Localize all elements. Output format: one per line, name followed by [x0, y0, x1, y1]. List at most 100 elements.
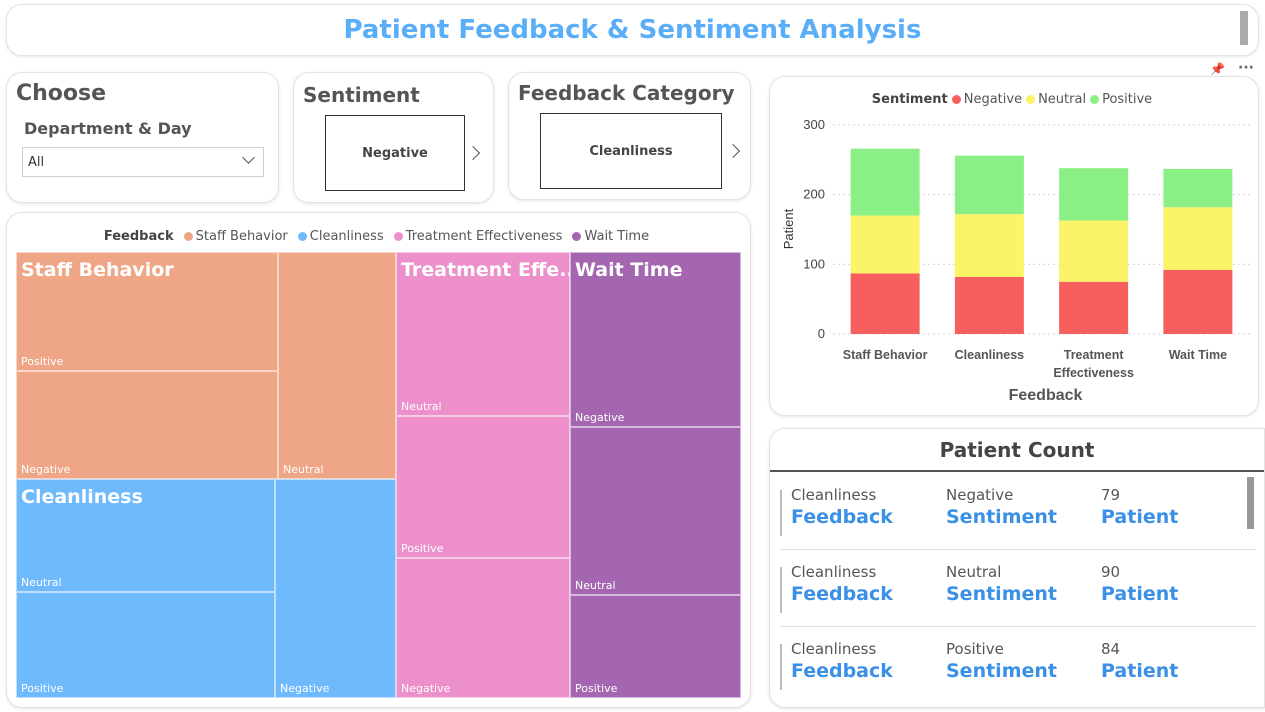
treemap-group-label: Treatment Effe... [401, 259, 581, 281]
treemap-tile-staff-neutral[interactable]: Neutral [278, 252, 396, 479]
sentiment-label: Sentiment [946, 506, 1057, 528]
row-accent [780, 644, 782, 690]
x-tick-label: Effectiveness [1053, 366, 1134, 380]
legend-item-negative[interactable]: Negative [951, 92, 1023, 107]
treemap-tile-wait-negative[interactable]: Wait Time Negative [570, 252, 741, 427]
dropdown-value: All [28, 155, 45, 170]
list-item[interactable]: Cleanliness Feedback Negative Sentiment 79… [780, 486, 1256, 550]
treemap-tile-clean-negative[interactable]: Negative [275, 479, 396, 698]
patient-label: Patient [1101, 660, 1179, 682]
chart-legend: Sentiment Negative Neutral Positive [770, 92, 1258, 107]
treemap-tile-staff-positive[interactable]: Staff Behavior Positive [16, 252, 278, 371]
feedback-label: Feedback [791, 583, 893, 605]
pin-icon[interactable]: 📌 [1210, 62, 1225, 76]
legend-marker [1026, 95, 1036, 104]
treemap-tile-clean-neutral[interactable]: Cleanliness Neutral [16, 479, 275, 592]
legend-marker [1090, 95, 1100, 104]
sentiment-label: Sentiment [946, 660, 1057, 682]
bar-segment [1163, 168, 1233, 208]
sentiment-value: Positive [946, 640, 1004, 658]
treemap-tile-label: Neutral [575, 579, 616, 592]
legend-item-treatment-effectiveness[interactable]: Treatment Effectiveness [393, 229, 562, 244]
scrollbar[interactable] [1240, 11, 1248, 45]
legend-item-neutral[interactable]: Neutral [1026, 92, 1086, 107]
chevron-right-icon[interactable] [725, 143, 741, 159]
bar-segment [850, 148, 920, 216]
chevron-down-icon[interactable] [242, 151, 255, 164]
scrollbar[interactable] [1247, 477, 1254, 529]
sentiment-value: Negative [946, 486, 1014, 504]
treemap-tile-wait-neutral[interactable]: Neutral [570, 427, 741, 595]
treemap-legend-title: Feedback [103, 229, 174, 244]
treemap-tile-label: Positive [21, 682, 64, 695]
bar-segment [954, 214, 1024, 277]
y-tick-label: 100 [803, 256, 825, 271]
bar-segment [850, 273, 920, 334]
feedback-category-option[interactable]: Cleanliness [540, 113, 722, 189]
chevron-right-icon[interactable] [465, 145, 481, 161]
row-accent [780, 567, 782, 613]
treemap-tile-label: Negative [21, 463, 71, 476]
list-item[interactable]: Cleanliness Feedback Positive Sentiment 84… [780, 640, 1256, 694]
patient-value: 90 [1101, 563, 1121, 581]
legend-item-cleanliness[interactable]: Cleanliness [297, 229, 384, 244]
treemap-tile-label: Positive [21, 355, 64, 368]
legend-item-wait-time[interactable]: Wait Time [572, 229, 649, 244]
y-tick-label: 300 [803, 117, 825, 132]
feedback-category-title: Feedback Category [518, 81, 735, 105]
treemap-tile-treat-negative[interactable]: Negative [396, 558, 570, 698]
x-tick-label: Treatment [1064, 348, 1125, 362]
x-tick-label: Staff Behavior [843, 348, 928, 362]
choose-title: Choose [16, 81, 107, 106]
department-day-slicer: Choose Department & Day All [6, 72, 279, 203]
legend-marker [951, 95, 961, 104]
legend-label: Wait Time [584, 229, 650, 244]
stacked-bar-chart: 0 100 200 300 Staff Behavior Cleanliness Treat… [781, 117, 1250, 404]
list-item[interactable]: Cleanliness Feedback Neutral Sentiment 90 P… [780, 563, 1256, 627]
feedback-value: Cleanliness [791, 563, 877, 581]
legend-marker [572, 232, 582, 241]
treemap-tile-label: Positive [575, 682, 618, 695]
feedback-label: Feedback [791, 506, 893, 528]
treemap-tile-label: Neutral [21, 576, 62, 589]
bar-segment [1059, 220, 1129, 282]
bar-segment [954, 155, 1024, 215]
legend-item-staff-behavior[interactable]: Staff Behavior [183, 229, 288, 244]
sentiment-label: Sentiment [946, 583, 1057, 605]
treemap-tile-wait-positive[interactable]: Positive [570, 595, 741, 698]
patient-value: 79 [1101, 486, 1121, 504]
treemap-tile-clean-positive[interactable]: Positive [16, 592, 275, 698]
legend-marker [297, 232, 307, 241]
treemap-tile-label: Negative [280, 682, 330, 695]
treemap-tile-treat-positive[interactable]: Positive [396, 416, 570, 558]
treemap-group-label: Staff Behavior [21, 259, 174, 281]
chart-legend-title: Sentiment [871, 92, 948, 107]
patient-count-title: Patient Count [939, 438, 1095, 462]
x-tick-label: Wait Time [1169, 348, 1227, 362]
x-axis-title: Feedback [1009, 387, 1083, 404]
department-day-dropdown[interactable]: All [22, 147, 264, 177]
sentiment-option[interactable]: Negative [325, 115, 465, 191]
treemap-group-label: Wait Time [575, 259, 683, 281]
legend-label: Positive [1102, 92, 1153, 107]
treemap-tile-label: Negative [575, 411, 625, 424]
row-accent [780, 490, 782, 536]
bar-segment [954, 276, 1024, 334]
more-options-icon[interactable]: ··· [1238, 60, 1254, 76]
title-card: Patient Feedback & Sentiment Analysis [6, 4, 1259, 56]
header-divider [770, 470, 1264, 472]
legend-marker [183, 232, 193, 241]
bar-segment [1059, 281, 1129, 334]
treemap-group-label: Cleanliness [21, 486, 143, 508]
feedback-value: Cleanliness [791, 640, 877, 658]
x-tick-label: Cleanliness [955, 348, 1025, 362]
legend-item-positive[interactable]: Positive [1090, 92, 1152, 107]
treemap-tile-label: Neutral [283, 463, 324, 476]
treemap-tile-staff-negative[interactable]: Negative [16, 371, 278, 479]
treemap-tile-treat-neutral[interactable]: Treatment Effe... Neutral [396, 252, 581, 416]
patient-count-card: Patient Count Cleanliness Feedback Negati… [769, 428, 1265, 708]
treemap-legend: Feedback Staff Behavior Cleanliness Trea… [7, 229, 750, 244]
y-axis-title: Patient [781, 208, 796, 249]
legend-label: Negative [963, 92, 1023, 107]
patient-label: Patient [1101, 506, 1179, 528]
